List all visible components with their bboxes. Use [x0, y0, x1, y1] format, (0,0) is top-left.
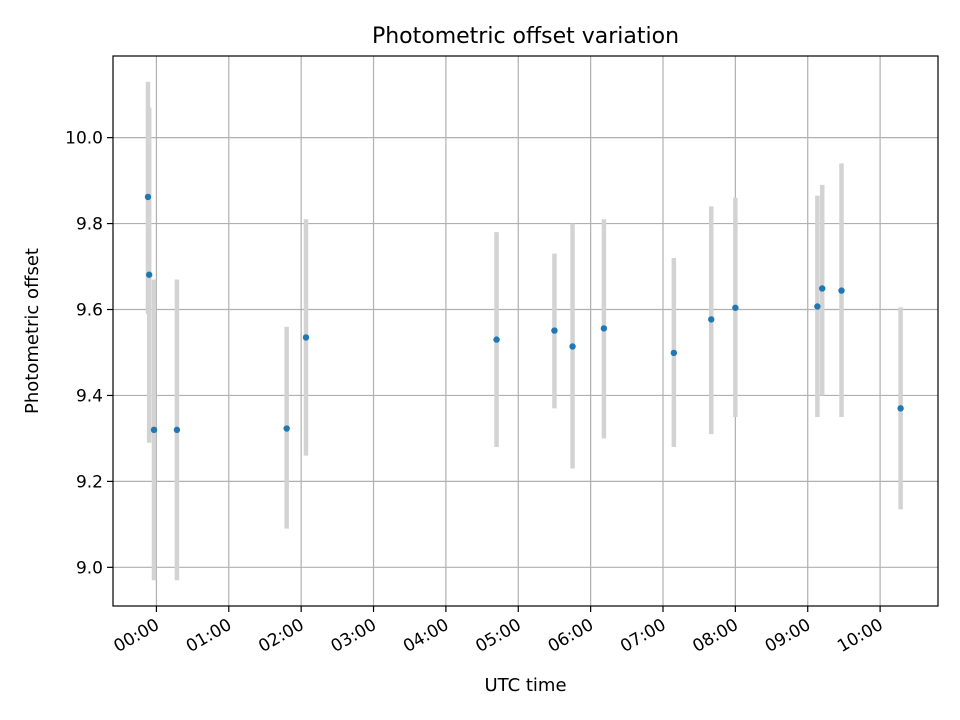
data-point — [150, 426, 158, 434]
data-point — [897, 405, 904, 412]
y-tick-label: 10.0 — [65, 129, 103, 149]
data-point — [670, 349, 678, 357]
grid — [113, 56, 938, 606]
data-point — [173, 426, 181, 434]
data-points — [144, 193, 904, 434]
chart-title: Photometric offset variation — [372, 24, 679, 49]
x-axis-label: UTC time — [484, 675, 566, 696]
data-point — [732, 304, 739, 311]
data-point — [144, 193, 152, 201]
y-axis-label: Photometric offset — [22, 248, 43, 414]
y-tick-label: 9.0 — [76, 558, 103, 578]
data-point — [283, 425, 290, 432]
data-point — [493, 336, 500, 343]
data-point — [551, 327, 558, 334]
data-point — [600, 325, 608, 332]
data-point — [814, 303, 821, 310]
data-point — [302, 334, 310, 341]
data-point — [819, 285, 826, 292]
data-point — [569, 343, 576, 350]
y-tick-label: 9.6 — [76, 301, 103, 321]
y-tick-label: 9.4 — [76, 386, 103, 406]
data-point — [145, 271, 153, 278]
y-tick-label: 9.8 — [76, 215, 103, 235]
data-point — [708, 316, 715, 323]
plot-frame — [112, 55, 939, 607]
data-point — [838, 287, 845, 294]
y-tick-label: 9.2 — [76, 472, 103, 492]
